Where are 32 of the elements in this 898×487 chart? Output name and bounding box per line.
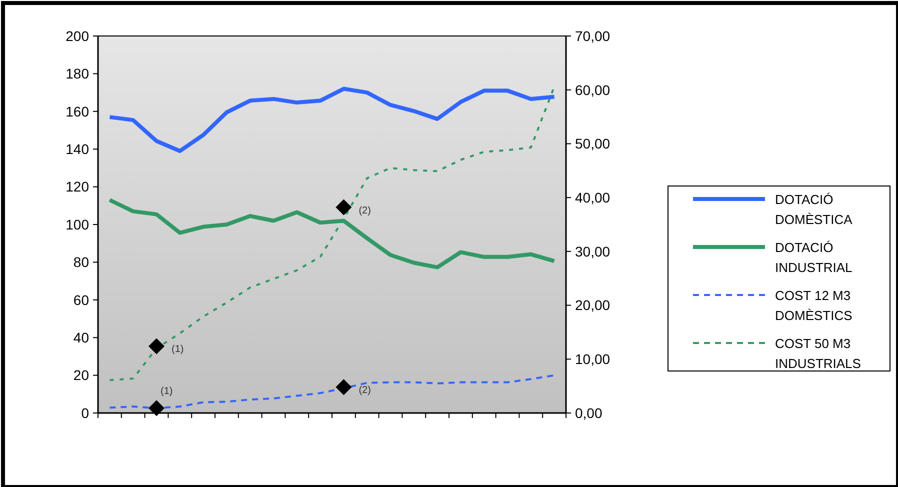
line-series [108, 86, 556, 153]
y-tick-label: 180 [66, 66, 90, 82]
y-tick-label: 20 [73, 367, 90, 384]
y-tick-label: 0 [81, 404, 90, 421]
point [336, 379, 352, 396]
point [336, 199, 352, 216]
point [148, 400, 164, 416]
legend-label: DOTACIÓ INDUSTRIAL [775, 240, 852, 275]
y-tick-label: 40 [73, 330, 90, 346]
y-tick-label: 140 [66, 141, 90, 157]
y-tick-label: 80 [73, 254, 90, 270]
y-tick-label: 100 [66, 216, 90, 232]
legend-label: COST 12 M3 DOMÈSTICS [775, 288, 853, 323]
annotation: (2) [358, 385, 371, 396]
y-tick-label: 200 [66, 28, 90, 44]
y2-tick-label: 10,00 [575, 351, 610, 368]
y2-tick-label: 30,00 [575, 243, 610, 260]
y2-tick-label: 0,00 [575, 404, 602, 421]
y-tick-label: 60 [73, 292, 90, 308]
annotation: (1) [172, 344, 184, 356]
legend-label: COST 50 M3 INDUSTRIALS [775, 336, 862, 371]
y2-tick-label: 20,00 [575, 297, 610, 314]
y2-tick-label: 40,00 [575, 189, 610, 206]
legend-label: DOTACIÓ DOMÈSTICA [775, 192, 853, 227]
y-tick-label: 120 [66, 178, 90, 195]
y2-tick-label: 50,00 [575, 136, 610, 152]
y2-tick-label: 70,00 [575, 28, 610, 44]
y2-tick-label: 60,00 [575, 82, 610, 98]
annotation: (2) [358, 205, 371, 216]
y-tick-label: 160 [66, 103, 90, 120]
annotation: (1) [160, 386, 173, 398]
point [148, 338, 164, 354]
